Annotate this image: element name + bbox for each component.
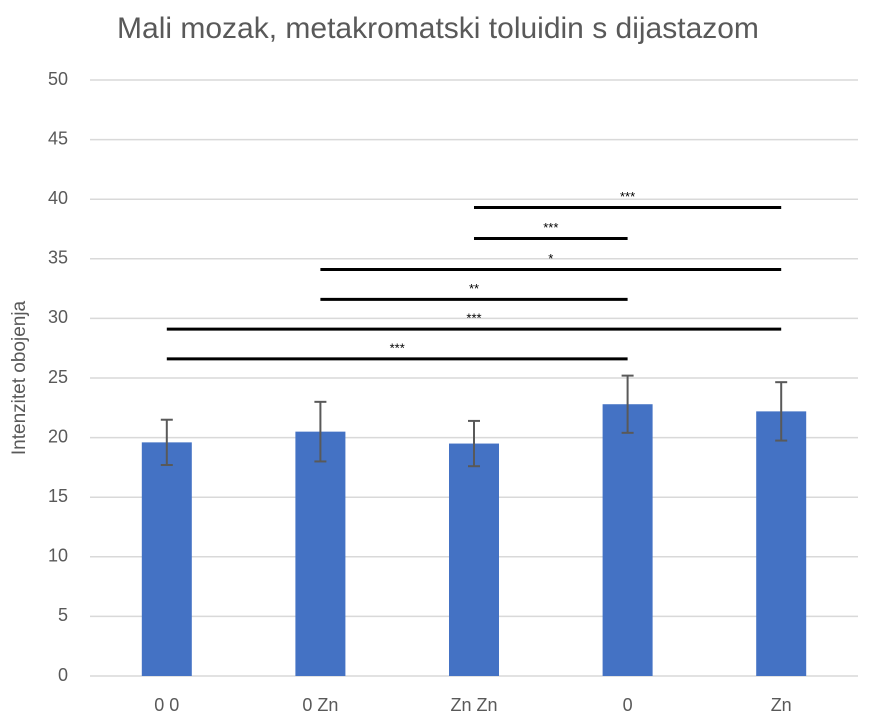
y-tick-label: 10 [48, 546, 68, 566]
error-bar [160, 418, 173, 467]
y-tick-label: 40 [48, 188, 68, 208]
error-bar [775, 381, 788, 442]
x-tick-label: 0 0 [154, 695, 179, 715]
chart-title: Mali mozak, metakromatski toluidin s dij… [117, 12, 759, 45]
bar [756, 411, 807, 676]
error-bar [468, 419, 480, 468]
significance-label: * [548, 251, 553, 266]
y-tick-label: 25 [48, 367, 68, 387]
x-tick-label: Zn [771, 695, 792, 715]
error-bar [314, 400, 327, 463]
significance-label: *** [466, 311, 481, 326]
y-tick-label: 0 [58, 665, 68, 685]
y-tick-label: 45 [48, 128, 68, 148]
x-tick-label: 0 Zn [302, 695, 338, 715]
y-tick-label: 35 [48, 248, 68, 268]
x-tick-label: Zn Zn [450, 695, 497, 715]
bar [141, 442, 192, 676]
y-tick-label: 20 [48, 426, 68, 446]
significance-label: *** [390, 340, 405, 355]
bar [602, 404, 653, 676]
bar [449, 443, 499, 676]
y-axis-label: Intenzitet obojenja [9, 300, 30, 455]
bar [295, 431, 346, 676]
y-tick-label: 15 [48, 486, 68, 506]
y-tick-label: 30 [48, 307, 68, 327]
y-tick-label: 5 [58, 605, 68, 625]
significance-label: *** [620, 189, 635, 204]
significance-label: ** [469, 281, 479, 296]
significance-label: *** [543, 220, 558, 235]
error-bar [621, 374, 634, 434]
x-tick-label: 0 [623, 695, 633, 715]
y-tick-label: 50 [48, 69, 68, 89]
